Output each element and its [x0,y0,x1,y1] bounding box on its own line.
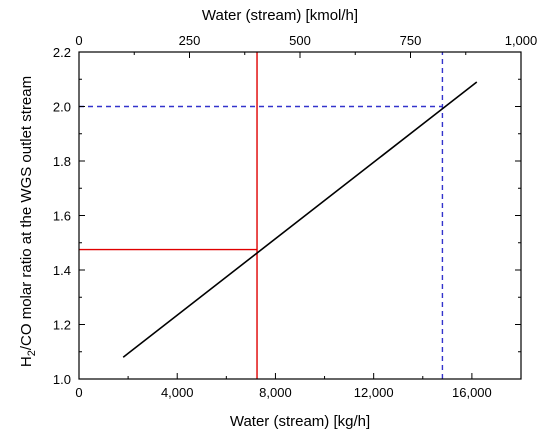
axes: 0 4,000 8,000 12,000 16,000 0 250 500 750 1,000 1.… [53,33,537,400]
plot-frame [78,51,522,380]
y-tick-label: 1.6 [53,209,71,224]
y-tick-label: 2.0 [53,100,71,115]
x-top-tick-label: 750 [400,33,422,48]
y-axis-title-rest: /CO molar ratio at the WGS outlet stream [18,76,35,350]
y-tick-label: 1.8 [53,154,71,169]
x-top-tick-label: 500 [289,33,311,48]
y-tick-label: 1.2 [53,318,71,333]
y-tick-label: 1.4 [53,263,71,278]
x-top-tick-label: 0 [75,33,82,48]
x-top-tick-label: 250 [179,33,201,48]
x-axis-title-top: Water (stream) [kmol/h] [202,7,358,24]
y-axis-title-subscript: 2 [26,350,38,356]
y-tick-label: 1.0 [53,372,71,387]
y-tick-label: 2.2 [53,45,71,60]
x-bottom-tick-label: 16,000 [452,385,492,400]
y-axis-title: H2/CO molar ratio at the WGS outlet stre… [18,76,38,367]
x-bottom-tick-label: 8,000 [259,385,292,400]
x-bottom-tick-label: 0 [75,385,82,400]
x-axis-title-bottom: Water (stream) [kg/h] [230,413,370,430]
plot-marks [79,52,478,379]
x-bottom-tick-label: 12,000 [354,385,394,400]
y-axis-title-main: H [18,356,35,367]
x-top-tick-label: 1,000 [505,33,538,48]
data-line-1 [122,81,478,358]
x-bottom-tick-label: 4,000 [161,385,194,400]
